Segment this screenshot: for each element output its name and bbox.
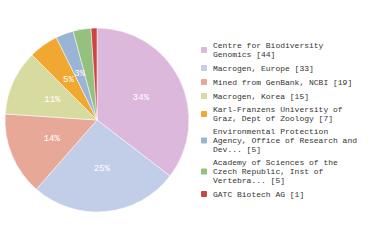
svg-text:GATC Biotech AG [1]: GATC Biotech AG [1] [213,190,304,199]
svg-text:Genomics [44]: Genomics [44] [213,50,275,59]
svg-text:25%: 25% [94,164,111,174]
svg-text:Agency, Office of Research and: Agency, Office of Research and [213,136,357,145]
svg-text:Academy of Sciences of the: Academy of Sciences of the [213,158,338,167]
svg-text:Dev... [5]: Dev... [5] [213,145,261,154]
svg-text:Centre for Biodiversity: Centre for Biodiversity [213,41,324,50]
svg-text:5%: 5% [63,75,74,85]
svg-text:14%: 14% [44,134,61,144]
svg-text:Mined from GenBank, NCBI [19]: Mined from GenBank, NCBI [19] [213,78,352,87]
svg-text:11%: 11% [44,95,61,105]
svg-text:Graz, Dept of Zoology [7]: Graz, Dept of Zoology [7] [213,114,333,123]
svg-text:Macrogen, Europe [33]: Macrogen, Europe [33] [213,64,314,73]
svg-text:Czech Republic, Inst of: Czech Republic, Inst of [213,167,324,176]
svg-text:Macrogen, Korea [15]: Macrogen, Korea [15] [213,92,309,101]
svg-text:Karl-Franzens University of: Karl-Franzens University of [213,105,343,114]
svg-text:3%: 3% [74,69,85,79]
svg-text:Environmental Protection: Environmental Protection [213,127,328,136]
svg-text:34%: 34% [133,93,150,103]
svg-text:Vertebra... [5]: Vertebra... [5] [213,176,285,185]
